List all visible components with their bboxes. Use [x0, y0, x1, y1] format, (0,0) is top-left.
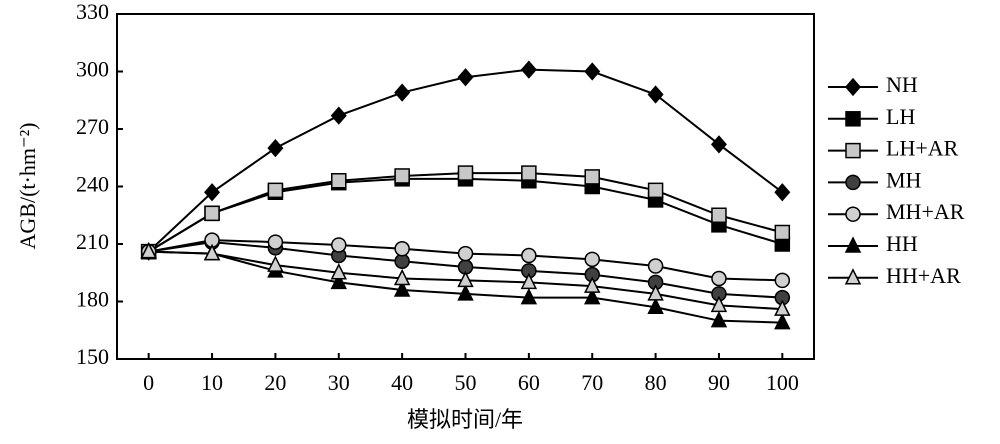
- data-point: [521, 247, 537, 264]
- y-axis-label: AGB/(t·hm⁻²): [15, 123, 40, 250]
- data-point: [710, 310, 728, 328]
- x-tick-label: 90: [708, 370, 730, 395]
- data-point: [710, 295, 728, 313]
- legend-marker: [844, 268, 862, 285]
- data-point: [267, 255, 284, 272]
- data-point: [647, 297, 664, 314]
- data-point: [457, 165, 474, 181]
- data-point: [203, 243, 221, 261]
- y-tick-label: 240: [76, 172, 109, 197]
- y-tick-label: 180: [76, 287, 109, 312]
- x-tick-label: 50: [455, 370, 477, 395]
- y-tick-label: 150: [76, 344, 109, 369]
- data-point: [330, 272, 347, 290]
- y-tick-label: 210: [76, 229, 109, 254]
- data-point: [584, 62, 601, 81]
- data-point: [584, 169, 600, 185]
- data-point: [457, 284, 474, 301]
- x-axis-label: 模拟时间/年: [407, 407, 523, 432]
- legend-label: MH: [886, 167, 922, 192]
- data-point: [394, 83, 411, 102]
- x-tick-label: 60: [518, 370, 540, 395]
- data-point: [584, 287, 601, 305]
- data-point: [584, 251, 600, 268]
- data-point: [711, 207, 727, 223]
- data-point: [457, 245, 474, 262]
- data-point: [267, 234, 284, 250]
- legend-marker: [844, 236, 862, 253]
- data-point: [331, 237, 347, 253]
- data-point: [520, 272, 538, 290]
- data-point: [711, 270, 727, 287]
- data-point: [584, 276, 601, 293]
- legend-label: LH: [886, 104, 915, 129]
- x-tick-label: 100: [766, 370, 799, 395]
- data-point: [330, 263, 347, 280]
- y-tick-label: 330: [76, 0, 109, 24]
- data-point: [204, 183, 221, 202]
- data-point: [774, 183, 791, 202]
- data-point: [393, 268, 411, 286]
- legend-marker: [845, 206, 861, 222]
- data-point: [393, 280, 411, 297]
- x-tick-label: 10: [201, 370, 223, 395]
- data-point: [204, 205, 220, 222]
- data-point: [647, 182, 664, 199]
- data-point: [710, 135, 727, 154]
- data-point: [647, 284, 664, 301]
- data-point: [457, 270, 474, 288]
- legend-label: MH+AR: [886, 199, 965, 224]
- data-point: [774, 272, 791, 289]
- legend-label: NH: [886, 72, 918, 97]
- legend-marker: [845, 142, 861, 159]
- legend-label: HH+AR: [886, 263, 961, 288]
- data-point: [267, 182, 284, 199]
- legend-label: LH+AR: [886, 136, 959, 161]
- data-point: [647, 258, 664, 274]
- data-point: [267, 139, 284, 158]
- x-tick-label: 70: [581, 370, 603, 395]
- legend-marker: [845, 174, 861, 191]
- x-tick-label: 20: [264, 370, 286, 395]
- data-point: [647, 85, 664, 104]
- x-tick-label: 80: [645, 370, 667, 395]
- data-point: [520, 287, 538, 305]
- data-point: [774, 299, 791, 316]
- x-tick-label: 30: [328, 370, 350, 395]
- legend-marker: [845, 77, 861, 97]
- data-point: [394, 168, 410, 184]
- data-point: [520, 60, 537, 79]
- x-tick-label: 40: [391, 370, 413, 395]
- y-tick-label: 270: [76, 114, 109, 139]
- data-point: [521, 165, 537, 181]
- data-point: [330, 106, 347, 125]
- data-point: [140, 241, 157, 259]
- x-tick-label: 0: [143, 370, 154, 395]
- data-point: [774, 224, 791, 241]
- legend-label: HH: [886, 231, 918, 256]
- data-point: [394, 241, 410, 257]
- data-point: [774, 312, 791, 330]
- legend-marker: [845, 111, 861, 127]
- series-line: [147, 68, 783, 253]
- data-point: [457, 68, 474, 87]
- y-tick-label: 300: [76, 57, 109, 82]
- data-point: [331, 173, 347, 189]
